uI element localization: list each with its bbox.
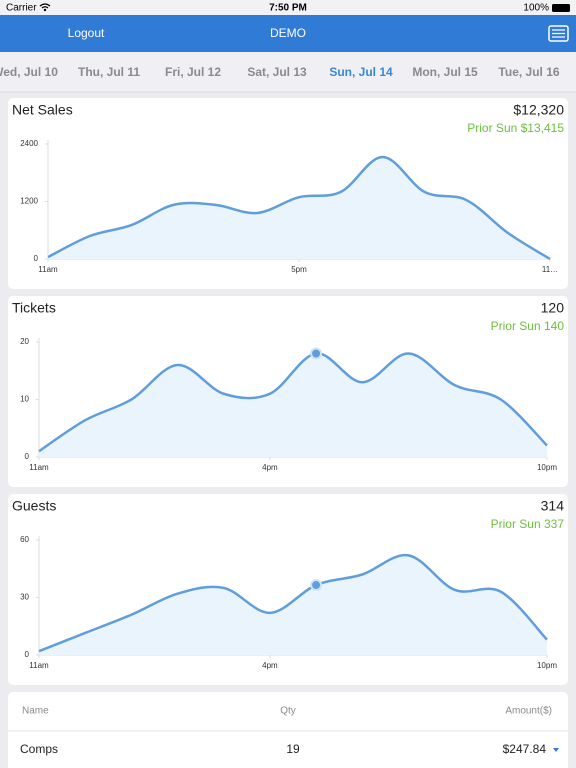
y-tick-label: 10 <box>20 395 29 404</box>
x-tick-label: 4pm <box>262 463 278 472</box>
y-tick-label: 20 <box>20 337 29 346</box>
logout-button[interactable]: Logout <box>68 26 105 40</box>
carrier: Carrier <box>6 3 37 14</box>
area <box>48 156 550 259</box>
date-tab[interactable]: Mon, Jul 15 <box>412 65 478 79</box>
highlight-point <box>310 579 323 592</box>
area <box>39 555 547 655</box>
date-tab[interactable]: Sat, Jul 13 <box>247 65 307 79</box>
clock: 7:50 PM <box>269 3 307 14</box>
card-prior: Prior Sun 337 <box>491 517 565 531</box>
card-title: Tickets <box>12 300 56 316</box>
y-tick-label: 0 <box>25 452 30 461</box>
card-total: 120 <box>541 300 565 316</box>
card-total: $12,320 <box>513 102 564 118</box>
nav-bar <box>0 15 576 52</box>
x-tick-label: 4pm <box>262 661 278 670</box>
x-tick-label: 5pm <box>291 265 307 274</box>
date-tab[interactable]: Tue, Jul 16 <box>498 65 559 79</box>
table-header: Qty <box>280 706 296 717</box>
y-tick-label: 2400 <box>20 139 38 148</box>
date-bar <box>0 52 576 92</box>
list-icon-lines <box>552 29 565 38</box>
date-tab[interactable]: Fri, Jul 12 <box>165 65 221 79</box>
card-prior: Prior Sun 140 <box>491 319 565 333</box>
table-cell: 19 <box>286 742 300 756</box>
y-tick-label: 1200 <box>20 197 38 206</box>
wifi-icon <box>39 3 51 9</box>
battery-level: 100% <box>523 3 549 14</box>
x-tick-label: 10pm <box>537 463 557 472</box>
x-tick-label: 11am <box>29 463 49 472</box>
status-bar <box>0 0 576 15</box>
battery-icon <box>552 4 570 12</box>
area <box>39 353 547 457</box>
line <box>38 553 548 653</box>
card-total: 314 <box>541 498 565 514</box>
card-title: Guests <box>12 498 56 514</box>
x-tick-label: 11am <box>38 265 58 274</box>
line <box>38 352 548 453</box>
date-tab[interactable]: Thu, Jul 11 <box>78 65 140 79</box>
list-button[interactable] <box>548 25 569 42</box>
date-tab[interactable]: Wed, Jul 10 <box>0 65 58 79</box>
x-tick-label: 11… <box>542 265 558 274</box>
card-title: Net Sales <box>12 102 73 118</box>
date-tab[interactable]: Sun, Jul 14 <box>329 65 393 79</box>
table-cell: $247.84 <box>503 742 547 756</box>
y-tick-label: 30 <box>20 593 29 602</box>
table-header: Name <box>22 706 49 717</box>
wifi-dot <box>43 8 47 12</box>
line <box>47 155 551 261</box>
x-tick-label: 10pm <box>537 661 557 670</box>
expand-arrow[interactable] <box>553 748 559 752</box>
y-tick-label: 0 <box>34 254 39 263</box>
table-card <box>8 692 568 768</box>
list-icon <box>548 25 569 42</box>
nav-title: DEMO <box>270 26 306 40</box>
y-tick-label: 0 <box>25 650 30 659</box>
x-tick-label: 11am <box>29 661 49 670</box>
table-header: Amount($) <box>505 706 552 717</box>
card-prior: Prior Sun $13,415 <box>467 121 564 135</box>
highlight-point <box>310 347 323 360</box>
table-cell: Comps <box>20 742 58 756</box>
y-tick-label: 60 <box>20 535 29 544</box>
